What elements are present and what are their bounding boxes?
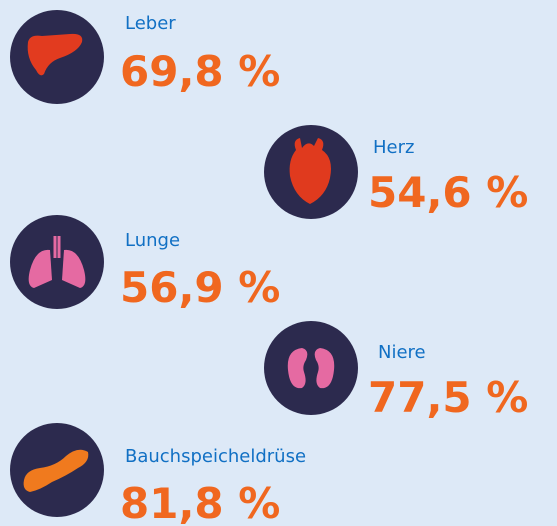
label: Herz — [373, 137, 414, 158]
label: Lunge — [125, 230, 180, 251]
value: 77,5 % — [368, 373, 528, 422]
label: Leber — [125, 13, 176, 34]
value: 56,9 % — [120, 263, 280, 312]
value: 81,8 % — [120, 479, 280, 526]
page: Leber 69,8 % Herz 54,6 % Lunge 56,9 % Ni… — [0, 0, 557, 526]
item-heart: Herz 54,6 % — [264, 125, 528, 219]
item-liver: Leber 69,8 % — [10, 10, 280, 104]
item-kidney: Niere 77,5 % — [264, 321, 528, 422]
item-pancreas: Bauchspeicheldrüse 81,8 % — [10, 423, 306, 526]
icon-disc — [264, 321, 358, 415]
item-lung: Lunge 56,9 % — [10, 215, 280, 312]
label: Bauchspeicheldrüse — [125, 446, 306, 467]
value: 69,8 % — [120, 47, 280, 96]
value: 54,6 % — [368, 168, 528, 217]
infographic: Leber 69,8 % Herz 54,6 % Lunge 56,9 % Ni… — [0, 0, 557, 526]
label: Niere — [378, 342, 426, 363]
icon-disc — [10, 215, 104, 309]
